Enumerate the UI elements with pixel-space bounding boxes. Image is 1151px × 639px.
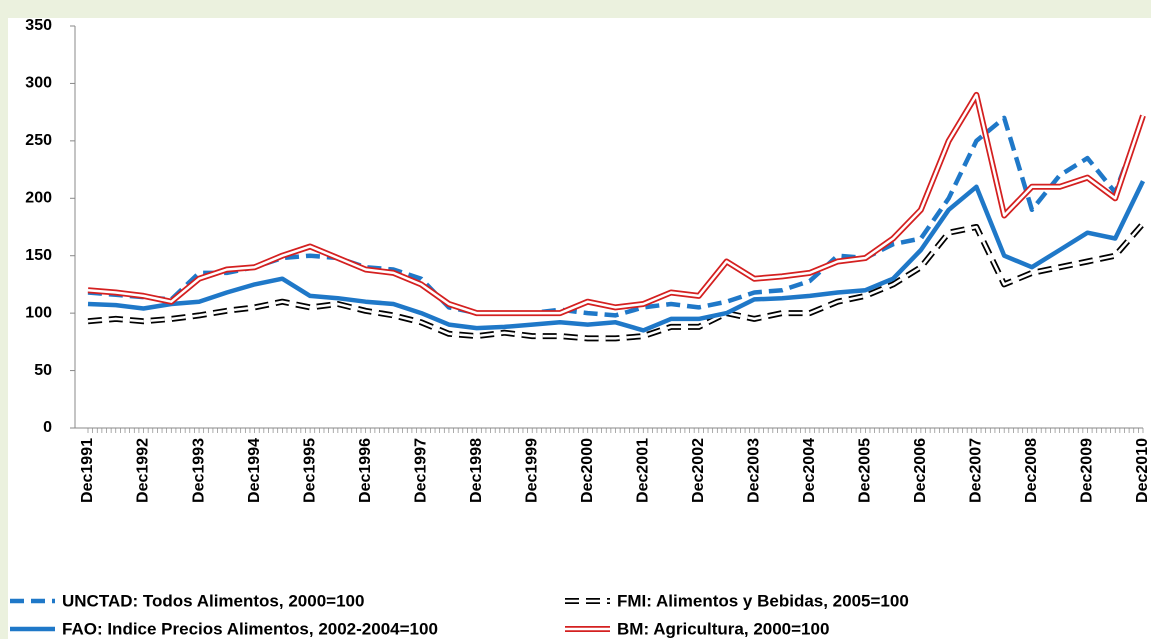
x-tick-label: Dec1992 xyxy=(135,438,152,503)
x-tick-label: Dec2005 xyxy=(857,438,874,503)
x-tick-label: Dec2004 xyxy=(801,438,818,503)
x-tick-label: Dec1995 xyxy=(301,438,318,503)
y-tick-label: 300 xyxy=(25,75,52,92)
legend-label: FMI: Alimentos y Bebidas, 2005=100 xyxy=(617,591,909,610)
x-tick-label: Dec1996 xyxy=(357,438,374,503)
legend-label: FAO: Indice Precios Alimentos, 2002-2004… xyxy=(62,619,438,638)
x-tick-label: Dec2000 xyxy=(579,438,596,503)
y-tick-label: 350 xyxy=(25,17,52,34)
y-tick-label: 50 xyxy=(34,362,52,379)
x-tick-label: Dec1999 xyxy=(523,438,540,503)
y-tick-label: 200 xyxy=(25,190,52,207)
x-tick-label: Dec2007 xyxy=(968,438,985,503)
series-line-inner xyxy=(87,222,1144,340)
series-line xyxy=(87,180,1146,333)
x-tick-label: Dec2006 xyxy=(912,438,929,503)
x-tick-label: Dec2010 xyxy=(1134,438,1151,503)
x-tick-label: Dec2008 xyxy=(1023,438,1040,503)
x-tick-label: Dec2009 xyxy=(1079,438,1096,503)
x-tick-label: Dec1994 xyxy=(246,438,263,503)
x-tick-label: Dec2001 xyxy=(634,438,651,503)
series-line-inner xyxy=(87,93,1145,315)
x-tick-label: Dec1991 xyxy=(79,438,96,503)
legend-label: BM: Agricultura, 2000=100 xyxy=(617,619,829,638)
y-tick-label: 150 xyxy=(25,247,52,264)
y-tick-label: 100 xyxy=(25,304,52,321)
x-tick-label: Dec1997 xyxy=(412,438,429,503)
x-tick-label: Dec1998 xyxy=(468,438,485,503)
x-tick-label: Dec2003 xyxy=(746,438,763,503)
series-line xyxy=(87,115,1146,318)
y-tick-label: 250 xyxy=(25,132,52,149)
y-tick-label: 0 xyxy=(43,419,52,436)
legend-label: UNCTAD: Todos Alimentos, 2000=100 xyxy=(62,591,364,610)
x-tick-label: Dec1993 xyxy=(190,438,207,503)
x-tick-label: Dec2002 xyxy=(690,438,707,503)
